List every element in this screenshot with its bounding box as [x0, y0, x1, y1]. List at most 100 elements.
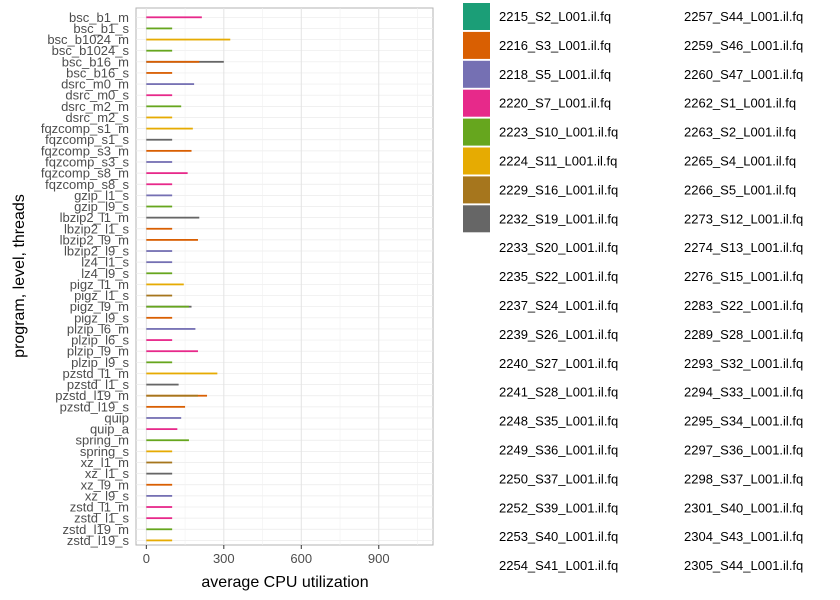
legend-label: 2295_S34_L001.il.fq: [684, 414, 803, 429]
y-tick-label: xz_l1_s: [85, 466, 130, 481]
y-tick-label: pigz_l9_m: [70, 299, 129, 314]
bar: [146, 450, 173, 453]
legend-label: 2266_S5_L001.il.fq: [684, 182, 796, 197]
bar: [146, 127, 193, 130]
y-tick-label: fqzcomp_s3_s: [45, 154, 129, 169]
bar: [146, 405, 186, 408]
y-tick-label: bsc_b1024_m: [47, 32, 129, 47]
bar: [146, 272, 173, 275]
legend-swatch: [463, 205, 490, 233]
bar: [146, 494, 173, 497]
bar: [146, 328, 196, 330]
y-tick-labels: bsc_b1_mbsc_b1_sbsc_b1024_mbsc_b1024_sbs…: [41, 10, 130, 548]
y-tick-label: bsc_b1024_s: [52, 43, 130, 58]
bar: [146, 16, 202, 19]
legend-label: 2298_S37_L001.il.fq: [684, 471, 803, 486]
legend-label: 2283_S22_L001.il.fq: [684, 298, 803, 313]
bar: [146, 138, 173, 141]
y-tick-label: pzstd_l19_s: [60, 399, 130, 414]
bar: [146, 105, 182, 108]
y-tick-label: lbzip2_l9_m: [60, 232, 129, 247]
bar: [146, 250, 173, 252]
legend-label: 2248_S35_L001.il.fq: [499, 414, 618, 429]
y-tick-label: lbzip2_l9_s: [64, 244, 130, 259]
legend-label: 2260_S47_L001.il.fq: [684, 67, 803, 82]
legend-label: 2262_S1_L001.il.fq: [684, 96, 796, 111]
y-tick-label: bsc_b16_m: [62, 54, 129, 69]
bar: [146, 227, 173, 230]
bar: [146, 239, 198, 241]
legend-label: 2240_S27_L001.il.fq: [499, 356, 618, 371]
legend-label: 2237_S24_L001.il.fq: [499, 298, 618, 313]
legend-label: 2297_S36_L001.il.fq: [684, 443, 803, 458]
bar: [146, 38, 231, 41]
y-tick-label: plzip_l9_m: [67, 344, 129, 359]
y-tick-label: lbzip2_l1_s: [64, 221, 130, 236]
legend-label: 2215_S2_L001.il.fq: [499, 9, 611, 24]
y-tick-label: dsrc_m0_m: [61, 77, 129, 92]
bar: [146, 417, 182, 419]
legend-label: 2220_S7_L001.il.fq: [499, 96, 611, 111]
bar: [146, 183, 173, 186]
legend-label: 2305_S44_L001.il.fq: [684, 558, 803, 573]
bar: [146, 528, 173, 531]
y-tick-label: zstd_l1_m: [70, 500, 129, 515]
legend-label: 2265_S4_L001.il.fq: [684, 154, 796, 169]
legend-label: 2257_S44_L001.il.fq: [684, 9, 803, 24]
bar: [146, 339, 173, 341]
x-tick-label: 0: [143, 551, 150, 566]
x-tick-label: 300: [213, 551, 235, 566]
y-tick-label: pzstd_l19_m: [55, 388, 129, 403]
y-tick-label: quip_a: [90, 422, 130, 437]
legend-label: 2259_S46_L001.il.fq: [684, 38, 803, 53]
legend-swatch: [463, 176, 490, 204]
bar: [146, 216, 200, 219]
legend-label: 2253_S40_L001.il.fq: [499, 529, 618, 544]
bar: [146, 49, 173, 52]
grid-lines: [136, 8, 433, 545]
bar: [146, 350, 198, 353]
x-tick-label: 600: [290, 551, 312, 566]
y-tick-label: pigz_l9_s: [74, 310, 129, 325]
y-tick-label: pigz_l1_s: [74, 288, 129, 303]
bar: [146, 372, 218, 375]
legend-swatch: [463, 3, 490, 30]
bar: [146, 116, 173, 119]
legend-label: 2294_S33_L001.il.fq: [684, 385, 803, 400]
bar: [146, 428, 178, 431]
y-axis-title: program, level, threads: [11, 194, 28, 358]
bar: [146, 194, 173, 197]
bar: [146, 283, 184, 286]
y-tick-label: pigz_l1_m: [70, 277, 129, 292]
bar: [146, 94, 173, 97]
y-tick-label: spring_s: [80, 444, 130, 459]
y-tick-label: quip: [104, 410, 129, 425]
bar: [146, 72, 173, 74]
bars: [146, 16, 231, 542]
y-tick-label: plzip_l6_s: [71, 333, 129, 348]
legend-label: 2224_S11_L001.il.fq: [499, 154, 617, 169]
y-tick-label: zstd_l1_s: [74, 511, 129, 526]
legend: 2215_S2_L001.il.fq 2216_S3_L001.il.fq 2218…: [463, 3, 803, 573]
legend-label: 2250_S37_L001.il.fq: [499, 471, 618, 486]
x-ticks: 0 300 600 900: [143, 545, 390, 566]
legend-swatch: [463, 60, 490, 88]
legend-label: 2301_S40_L001.il.fq: [684, 500, 803, 515]
legend-label: 2233_S20_L001.il.fq: [499, 240, 618, 255]
bar: [146, 27, 173, 30]
y-tick-label: fqzcomp_s1_s: [45, 132, 129, 147]
y-tick-label: plzip_l9_s: [71, 355, 129, 370]
y-tick-label: lz4_l9_s: [81, 266, 129, 281]
y-tick-label: lbzip2_l1_m: [60, 210, 129, 225]
legend-swatch: [463, 118, 490, 146]
bar: [146, 517, 173, 520]
legend-label: 2252_S39_L001.il.fq: [499, 500, 618, 515]
bar: [146, 383, 179, 386]
legend-label: 2218_S5_L001.il.fq: [499, 67, 611, 82]
y-tick-label: lz4_l1_s: [81, 255, 129, 270]
legend-swatch: [463, 147, 490, 175]
y-tick-label: pzstd_l1_s: [67, 377, 130, 392]
y-tick-label: spring_m: [76, 433, 129, 448]
y-tick-label: fqzcomp_s1_m: [41, 121, 129, 136]
